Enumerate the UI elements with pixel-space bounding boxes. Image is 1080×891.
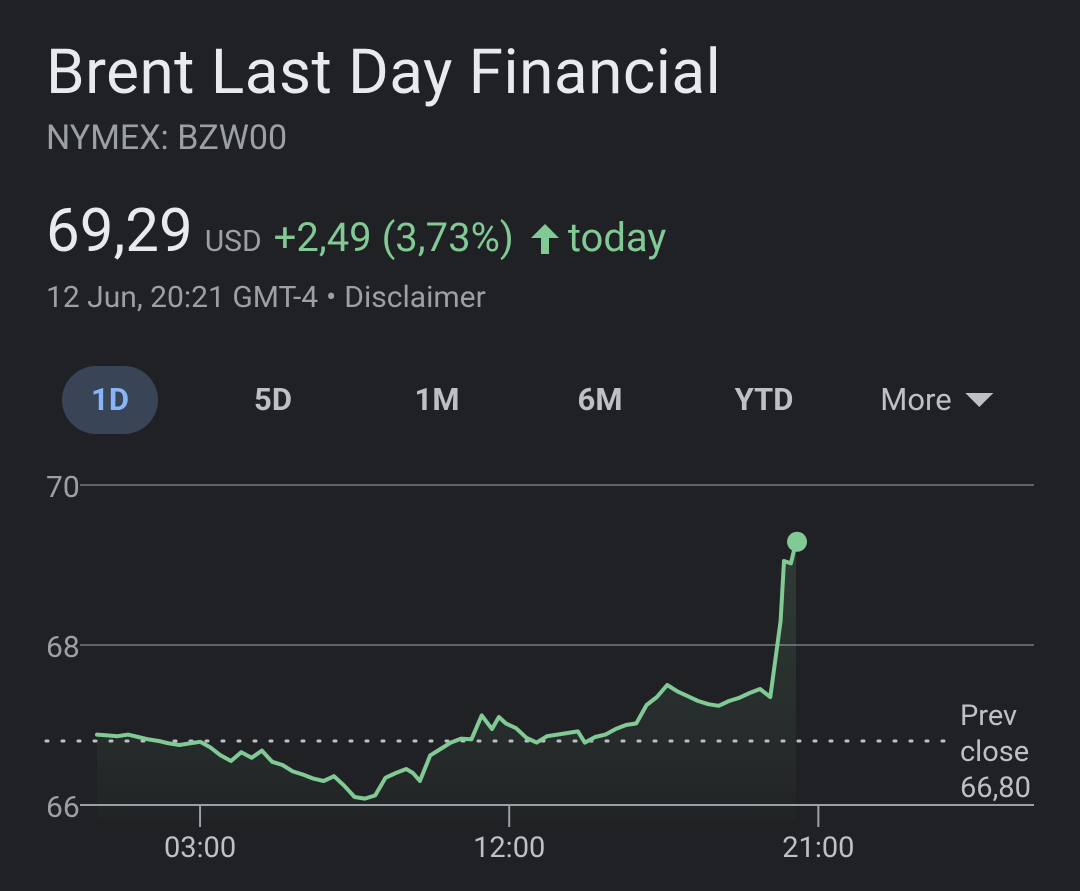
- x-tick-label: 12:00: [473, 831, 545, 865]
- prev-close-label: Prev: [960, 699, 1017, 733]
- arrow-up-icon: [528, 222, 562, 256]
- quote-row: 69,29 USD +2,49 (3,73%) today: [46, 195, 666, 275]
- prev-close-label: close: [960, 735, 1029, 769]
- tab-5d[interactable]: 5D: [254, 381, 292, 418]
- disclaimer-link[interactable]: Disclaimer: [344, 280, 486, 315]
- x-tick-label: 03:00: [164, 831, 236, 865]
- y-tick-label: 66: [46, 790, 80, 825]
- tab-more[interactable]: More: [880, 366, 994, 434]
- tab-6m[interactable]: 6M: [577, 381, 623, 418]
- last-price-dot: [787, 531, 808, 552]
- meta-separator: •: [326, 280, 337, 315]
- quote-meta: 12 Jun, 20:21 GMT-4 • Disclaimer: [46, 280, 486, 315]
- tab-ytd[interactable]: YTD: [734, 381, 794, 418]
- currency-label: USD: [204, 224, 262, 259]
- chevron-down-icon: [965, 393, 994, 407]
- current-price: 69,29: [46, 195, 193, 266]
- price-area-fill: [97, 541, 796, 819]
- price-line: [95, 539, 798, 801]
- tab-more-label: More: [880, 381, 952, 418]
- y-tick-label: 68: [46, 630, 80, 665]
- page-title: Brent Last Day Financial: [46, 36, 722, 109]
- prev-close-value: 66,80: [960, 771, 1031, 805]
- price-change: +2,49 (3,73%): [273, 214, 514, 261]
- quote-timestamp: 12 Jun, 20:21 GMT-4: [46, 280, 319, 315]
- ticker-symbol: NYMEX: BZW00: [46, 118, 288, 158]
- change-period: today: [567, 214, 667, 261]
- y-tick-label: 70: [46, 470, 80, 505]
- tab-1m[interactable]: 1M: [414, 381, 460, 418]
- x-tick-label: 21:00: [782, 831, 854, 865]
- range-tabs: 1D 5D 1M 6M YTD More: [0, 366, 1080, 436]
- tab-1d[interactable]: 1D: [62, 366, 158, 434]
